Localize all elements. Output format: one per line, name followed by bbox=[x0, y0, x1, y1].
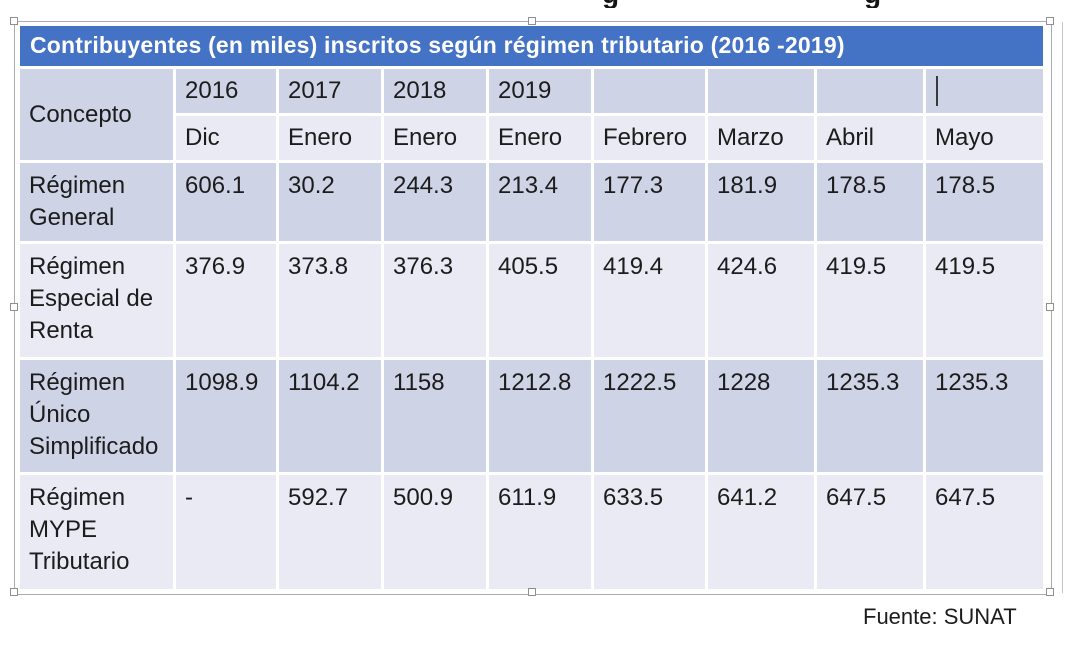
concept-cell[interactable]: Régimen Único Simplificado bbox=[20, 360, 173, 472]
year-header-cell[interactable] bbox=[594, 69, 705, 113]
month-header-cell[interactable]: Febrero bbox=[594, 116, 705, 160]
selection-handle-e[interactable] bbox=[1046, 303, 1054, 311]
value-cell[interactable]: 424.6 bbox=[708, 244, 814, 357]
month-header-cell[interactable]: Enero bbox=[384, 116, 486, 160]
value-cell[interactable]: 1104.2 bbox=[279, 360, 381, 472]
selection-handle-ne[interactable] bbox=[1046, 17, 1054, 25]
value-cell[interactable]: - bbox=[176, 475, 276, 589]
value-cell[interactable]: 181.9 bbox=[708, 163, 814, 241]
month-header-cell[interactable]: Mayo bbox=[926, 116, 1044, 160]
value-cell[interactable]: 178.5 bbox=[817, 163, 923, 241]
text-cursor bbox=[936, 76, 938, 106]
value-cell[interactable]: 1098.9 bbox=[176, 360, 276, 472]
value-cell[interactable]: 213.4 bbox=[489, 163, 591, 241]
value-cell[interactable]: 641.2 bbox=[708, 475, 814, 589]
value-cell[interactable]: 419.5 bbox=[926, 244, 1044, 357]
value-cell[interactable]: 178.5 bbox=[926, 163, 1044, 241]
month-header-cell[interactable]: Dic bbox=[176, 116, 276, 160]
value-cell[interactable]: 373.8 bbox=[279, 244, 381, 357]
value-cell[interactable]: 611.9 bbox=[489, 475, 591, 589]
value-cell[interactable]: 376.3 bbox=[384, 244, 486, 357]
year-header-cell[interactable] bbox=[708, 69, 814, 113]
selection-handle-nw[interactable] bbox=[10, 17, 18, 25]
value-cell[interactable]: 647.5 bbox=[926, 475, 1044, 589]
value-cell[interactable]: 30.2 bbox=[279, 163, 381, 241]
value-cell[interactable]: 647.5 bbox=[817, 475, 923, 589]
value-cell[interactable]: 405.5 bbox=[489, 244, 591, 357]
value-cell[interactable]: 1222.5 bbox=[594, 360, 705, 472]
selection-handle-se[interactable] bbox=[1046, 588, 1054, 596]
value-cell[interactable]: 500.9 bbox=[384, 475, 486, 589]
year-header-cell[interactable] bbox=[926, 69, 1044, 113]
value-cell[interactable]: 1235.3 bbox=[926, 360, 1044, 472]
concept-cell[interactable]: Régimen MYPE Tributario bbox=[20, 475, 173, 589]
concept-cell[interactable]: Régimen General bbox=[20, 163, 173, 241]
source-note[interactable]: Fuente: SUNAT bbox=[863, 604, 1017, 629]
value-cell[interactable]: 606.1 bbox=[176, 163, 276, 241]
month-header-cell[interactable]: Enero bbox=[489, 116, 591, 160]
month-header-cell[interactable]: Marzo bbox=[708, 116, 814, 160]
clipped-letter: g bbox=[602, 0, 619, 8]
pane-edge-line bbox=[1062, 22, 1063, 593]
value-cell[interactable]: 376.9 bbox=[176, 244, 276, 357]
clipped-letter: g bbox=[864, 0, 881, 8]
year-header-cell[interactable]: 2018 bbox=[384, 69, 486, 113]
value-cell[interactable]: 1228 bbox=[708, 360, 814, 472]
year-header-cell[interactable]: 2019 bbox=[489, 69, 591, 113]
concept-cell[interactable]: Régimen Especial de Renta bbox=[20, 244, 173, 357]
value-cell[interactable]: 244.3 bbox=[384, 163, 486, 241]
year-header-cell[interactable]: 2016 bbox=[176, 69, 276, 113]
corner-header-cell[interactable]: Concepto bbox=[20, 69, 173, 160]
value-cell[interactable]: 592.7 bbox=[279, 475, 381, 589]
value-cell[interactable]: 1158 bbox=[384, 360, 486, 472]
value-cell[interactable]: 419.5 bbox=[817, 244, 923, 357]
value-cell[interactable]: 1235.3 bbox=[817, 360, 923, 472]
selection-handle-s[interactable] bbox=[528, 588, 536, 596]
clipped-text-strip: g g bbox=[0, 0, 1070, 8]
year-header-cell[interactable] bbox=[817, 69, 923, 113]
value-cell[interactable]: 419.4 bbox=[594, 244, 705, 357]
month-header-cell[interactable]: Enero bbox=[279, 116, 381, 160]
month-header-cell[interactable]: Abril bbox=[817, 116, 923, 160]
contribuyentes-table: Contribuyentes (en miles) inscritos segú… bbox=[17, 23, 1046, 592]
selection-handle-w[interactable] bbox=[10, 303, 18, 311]
year-header-cell[interactable]: 2017 bbox=[279, 69, 381, 113]
value-cell[interactable]: 177.3 bbox=[594, 163, 705, 241]
selection-handle-sw[interactable] bbox=[10, 588, 18, 596]
table-title[interactable]: Contribuyentes (en miles) inscritos segú… bbox=[20, 26, 1044, 66]
value-cell[interactable]: 633.5 bbox=[594, 475, 705, 589]
selection-handle-n[interactable] bbox=[528, 17, 536, 25]
value-cell[interactable]: 1212.8 bbox=[489, 360, 591, 472]
